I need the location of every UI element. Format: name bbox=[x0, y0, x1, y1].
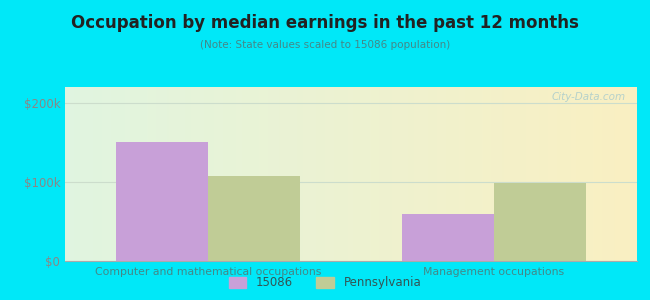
Bar bbox=[208, 176, 300, 261]
Bar bbox=[402, 214, 494, 261]
Text: City-Data.com: City-Data.com bbox=[551, 92, 625, 102]
Text: (Note: State values scaled to 15086 population): (Note: State values scaled to 15086 popu… bbox=[200, 40, 450, 50]
Legend: 15086, Pennsylvania: 15086, Pennsylvania bbox=[224, 272, 426, 294]
Bar bbox=[116, 142, 208, 261]
Bar bbox=[494, 184, 586, 261]
Text: Occupation by median earnings in the past 12 months: Occupation by median earnings in the pas… bbox=[71, 14, 579, 32]
